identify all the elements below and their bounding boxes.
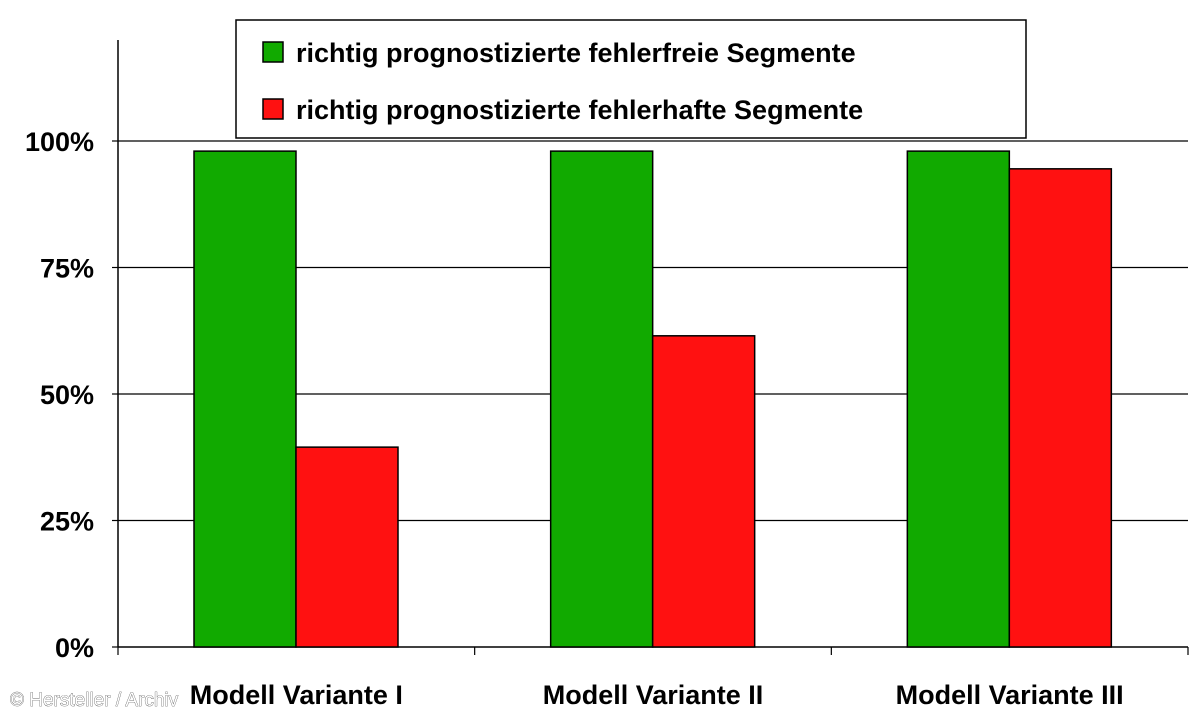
bar-fehlerfreie-1	[193, 150, 297, 648]
legend-label-series-2: richtig prognostizierte fehlerhafte Segm…	[296, 95, 863, 125]
bars	[193, 150, 1113, 648]
y-tick-label-0: 0%	[55, 633, 94, 663]
legend-box	[235, 19, 1027, 139]
y-tick-labels: 0% 25% 50% 75% 100%	[25, 127, 94, 663]
legend-swatch-red	[262, 98, 284, 120]
legend-label-series-1: richtig prognostizierte fehlerfreie Segm…	[296, 38, 856, 68]
y-tick-label-75: 75%	[40, 254, 94, 284]
bar-fehlerfreie-2	[549, 150, 654, 648]
category-labels: Modell Variante I Modell Variante II Model…	[190, 680, 1124, 710]
legend-swatch-green	[262, 41, 284, 63]
y-tick-label-100: 100%	[25, 127, 94, 157]
category-label-2: Modell Variante II	[543, 680, 764, 710]
bar-fehlerfreie-3	[906, 150, 1011, 648]
bar-fehlerhafte-2	[651, 335, 756, 648]
y-tick-label-50: 50%	[40, 380, 94, 410]
y-tick-label-25: 25%	[40, 507, 94, 537]
category-label-1: Modell Variante I	[190, 680, 403, 710]
bar-fehlerhafte-1	[295, 446, 399, 648]
credit-watermark: © Hersteller / Archiv	[10, 690, 179, 711]
category-label-3: Modell Variante III	[896, 680, 1124, 710]
bar-fehlerhafte-3	[1008, 168, 1113, 648]
legend: richtig prognostizierte fehlerfreie Segm…	[235, 19, 1027, 139]
